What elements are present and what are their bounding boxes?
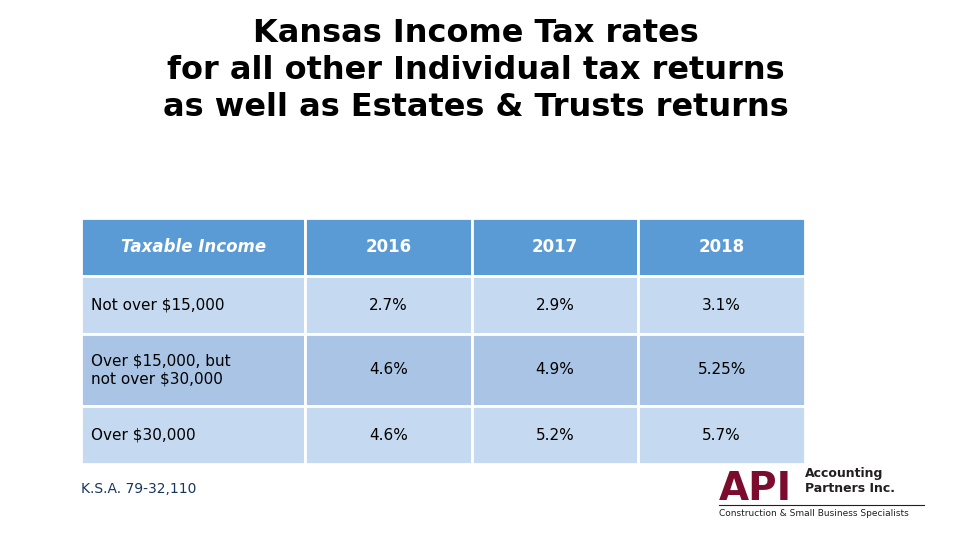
Text: 2.9%: 2.9%	[536, 298, 575, 313]
Text: Construction & Small Business Specialists: Construction & Small Business Specialist…	[719, 509, 909, 518]
Text: Accounting
Partners Inc.: Accounting Partners Inc.	[804, 467, 895, 495]
FancyBboxPatch shape	[638, 334, 804, 406]
FancyBboxPatch shape	[472, 334, 638, 406]
FancyBboxPatch shape	[305, 406, 472, 464]
Text: Not over $15,000: Not over $15,000	[91, 298, 225, 313]
Text: 4.6%: 4.6%	[370, 362, 408, 377]
Text: Over $15,000, but
not over $30,000: Over $15,000, but not over $30,000	[91, 354, 230, 386]
Text: 4.9%: 4.9%	[536, 362, 575, 377]
FancyBboxPatch shape	[305, 334, 472, 406]
Text: 3.1%: 3.1%	[702, 298, 741, 313]
Text: Over $30,000: Over $30,000	[91, 428, 196, 442]
FancyBboxPatch shape	[638, 406, 804, 464]
FancyBboxPatch shape	[472, 218, 638, 276]
Text: 2.7%: 2.7%	[370, 298, 408, 313]
Text: K.S.A. 79-32,110: K.S.A. 79-32,110	[81, 482, 197, 496]
FancyBboxPatch shape	[81, 218, 305, 276]
FancyBboxPatch shape	[638, 276, 804, 334]
Text: Taxable Income: Taxable Income	[121, 238, 266, 256]
FancyBboxPatch shape	[472, 276, 638, 334]
Text: 5.7%: 5.7%	[703, 428, 741, 442]
Text: 5.2%: 5.2%	[536, 428, 574, 442]
FancyBboxPatch shape	[81, 334, 305, 406]
Text: 4.6%: 4.6%	[370, 428, 408, 442]
Text: 5.25%: 5.25%	[698, 362, 746, 377]
Text: 2018: 2018	[699, 238, 745, 256]
Text: 2017: 2017	[532, 238, 578, 256]
Text: 2016: 2016	[366, 238, 412, 256]
FancyBboxPatch shape	[638, 218, 804, 276]
Text: API: API	[719, 470, 792, 508]
FancyBboxPatch shape	[81, 276, 305, 334]
Text: Kansas Income Tax rates
for all other Individual tax returns
as well as Estates : Kansas Income Tax rates for all other In…	[163, 18, 789, 123]
FancyBboxPatch shape	[81, 406, 305, 464]
FancyBboxPatch shape	[305, 218, 472, 276]
FancyBboxPatch shape	[305, 276, 472, 334]
FancyBboxPatch shape	[472, 406, 638, 464]
